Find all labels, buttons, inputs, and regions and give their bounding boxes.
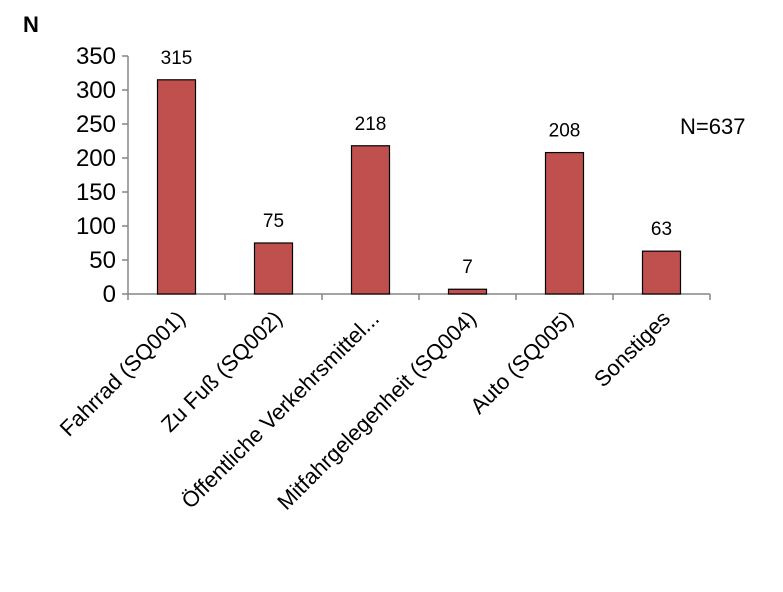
y-tick-label: 50 — [89, 247, 116, 274]
bar-value-label: 63 — [651, 219, 672, 240]
bar-value-label: 218 — [355, 114, 387, 135]
bar — [350, 145, 391, 295]
data-labels: 315 75 218 7 208 63 — [161, 48, 672, 278]
axes — [122, 55, 711, 300]
y-tick-label: 350 — [76, 43, 116, 70]
bar — [447, 288, 488, 295]
bar-value-label: 315 — [161, 48, 193, 69]
sample-size-annotation: N=637 — [680, 114, 745, 139]
y-tick-label: 300 — [76, 77, 116, 104]
x-tick-label: Mitfahrgelegenheit (SQ004) — [272, 306, 481, 515]
x-tick-labels: Fahrrad (SQ001)Zu Fuß (SQ002)Öffentliche… — [55, 306, 675, 515]
y-axis-title: N — [23, 12, 39, 37]
y-tick-label: 150 — [76, 179, 116, 206]
bar-value-label: 75 — [263, 211, 284, 232]
bar — [544, 151, 585, 295]
bar — [156, 79, 197, 295]
bar — [641, 250, 682, 295]
x-tick-label: Öffentliche Verkehrsmittel... — [176, 306, 384, 514]
y-tick-label: 200 — [76, 145, 116, 172]
y-tick-label: 0 — [103, 281, 116, 308]
x-tick-label: Auto (SQ005) — [465, 306, 578, 419]
y-tick-label: 250 — [76, 111, 116, 138]
x-tick-label: Sonstiges — [589, 306, 675, 392]
bar-value-label: 208 — [549, 121, 581, 142]
bars — [156, 79, 682, 295]
y-tick-labels: 0 50 100 150 200 250 300 350 — [76, 43, 116, 308]
y-tick-label: 100 — [76, 213, 116, 240]
bar — [253, 242, 294, 295]
bar-value-label: 7 — [462, 257, 473, 278]
